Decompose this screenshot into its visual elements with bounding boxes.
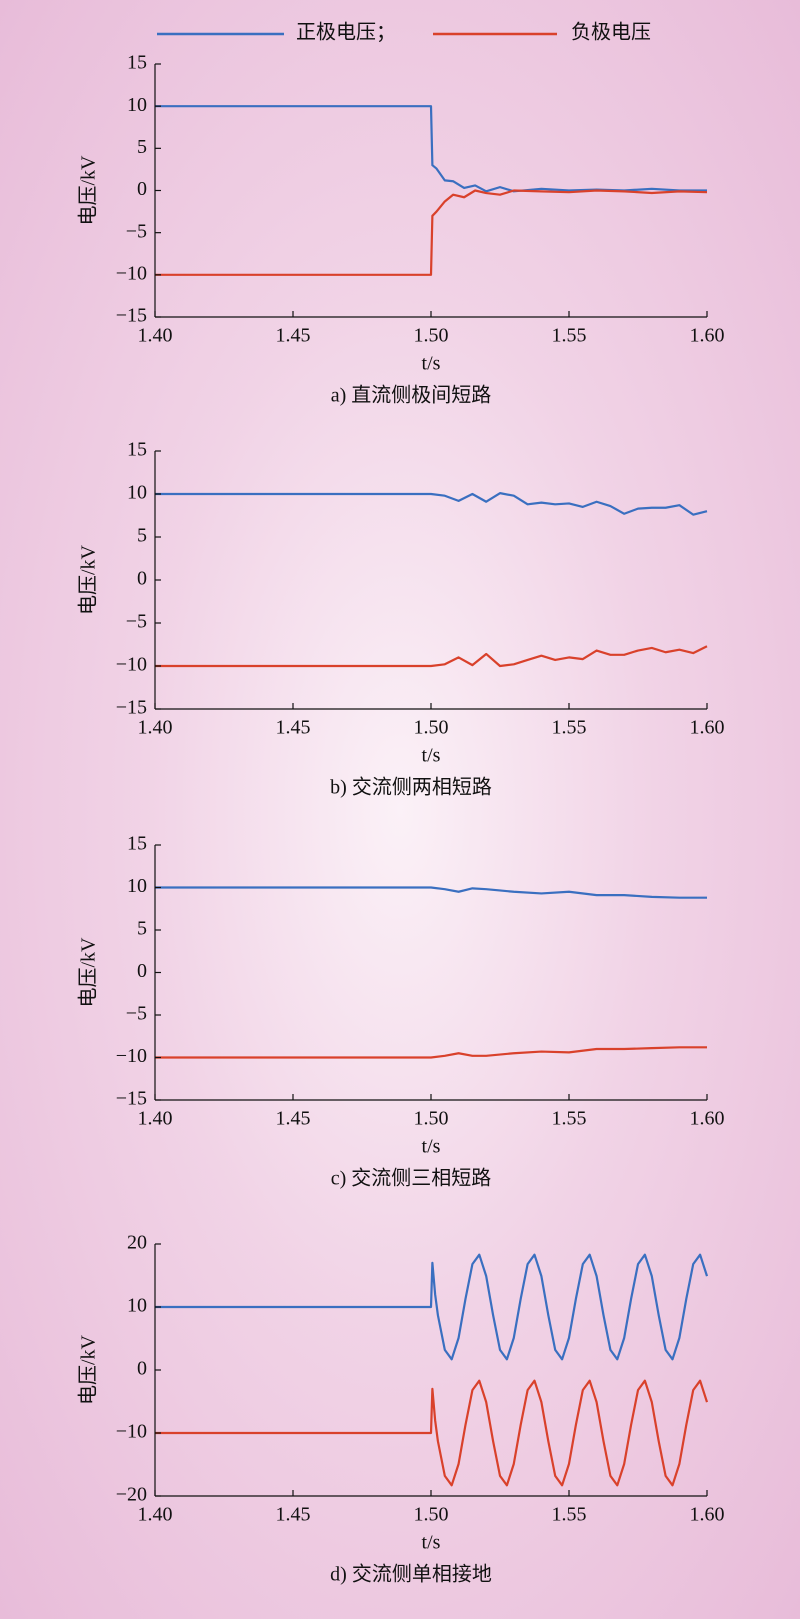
y-tick-label: 0 xyxy=(137,178,147,200)
y-tick-label: 15 xyxy=(127,439,147,461)
x-tick-label: 1.45 xyxy=(276,717,311,739)
x-tick-label: 1.60 xyxy=(690,1504,725,1526)
legend-label: 负极电压 xyxy=(571,21,651,44)
y-axis-label: 电压/kV xyxy=(77,155,100,226)
y-tick-label: −20 xyxy=(116,1484,147,1506)
y-tick-label: −5 xyxy=(126,220,147,242)
series-line xyxy=(155,645,708,668)
x-tick-label: 1.40 xyxy=(138,1108,173,1130)
y-tick-label: 20 xyxy=(127,1232,147,1254)
y-tick-label: 0 xyxy=(137,960,147,982)
y-tick-label: 10 xyxy=(127,482,147,504)
series-line xyxy=(155,1253,709,1361)
caption: b) 交流侧两相短路 xyxy=(330,776,492,799)
y-axis-label: 电压/kV xyxy=(77,1334,100,1405)
y-tick-label: −15 xyxy=(116,697,147,719)
y-tick-label: −10 xyxy=(116,1421,147,1443)
series-line xyxy=(155,1379,709,1487)
legend-label: 正极电压； xyxy=(296,21,396,44)
y-tick-label: 5 xyxy=(137,918,147,940)
x-tick-label: 1.55 xyxy=(552,1108,587,1130)
y-axis-label: 电压/kV xyxy=(77,937,100,1008)
x-tick-label: 1.40 xyxy=(138,1504,173,1526)
x-axis-label: t/s xyxy=(422,1532,441,1554)
y-axis-label: 电压/kV xyxy=(77,544,100,615)
x-tick-label: 1.40 xyxy=(138,717,173,739)
series-line xyxy=(155,1046,707,1059)
y-tick-label: 15 xyxy=(127,52,147,74)
y-tick-label: 10 xyxy=(127,94,147,116)
y-tick-label: −5 xyxy=(126,1003,147,1025)
x-tick-label: 1.50 xyxy=(414,1108,449,1130)
y-tick-label: 10 xyxy=(127,875,147,897)
x-tick-label: 1.60 xyxy=(690,325,725,347)
y-tick-label: −10 xyxy=(116,654,147,676)
series-line xyxy=(155,105,707,193)
caption: a) 直流侧极间短路 xyxy=(331,384,492,407)
y-tick-label: −5 xyxy=(126,611,147,633)
x-tick-label: 1.55 xyxy=(552,1504,587,1526)
y-tick-label: 5 xyxy=(137,525,147,547)
x-tick-label: 1.50 xyxy=(414,325,449,347)
x-tick-label: 1.40 xyxy=(138,325,173,347)
y-tick-label: 5 xyxy=(137,136,147,158)
x-tick-label: 1.60 xyxy=(690,1108,725,1130)
series-line xyxy=(155,886,707,899)
y-tick-label: −10 xyxy=(116,262,147,284)
x-axis-label: t/s xyxy=(422,745,441,767)
x-tick-label: 1.45 xyxy=(276,1108,311,1130)
y-tick-label: 0 xyxy=(137,1358,147,1380)
y-tick-label: 15 xyxy=(127,833,147,855)
caption: d) 交流侧单相接地 xyxy=(330,1563,492,1586)
x-tick-label: 1.50 xyxy=(414,717,449,739)
y-tick-label: 0 xyxy=(137,568,147,590)
y-tick-label: −10 xyxy=(116,1045,147,1067)
x-tick-label: 1.45 xyxy=(276,325,311,347)
y-tick-label: −15 xyxy=(116,1088,147,1110)
x-tick-label: 1.60 xyxy=(690,717,725,739)
series-line xyxy=(155,189,708,276)
x-tick-label: 1.45 xyxy=(276,1504,311,1526)
x-tick-label: 1.50 xyxy=(414,1504,449,1526)
x-axis-label: t/s xyxy=(422,353,441,375)
x-tick-label: 1.55 xyxy=(552,717,587,739)
x-tick-label: 1.55 xyxy=(552,325,587,347)
y-tick-label: −15 xyxy=(116,305,147,327)
series-line xyxy=(155,492,708,516)
y-tick-label: 10 xyxy=(127,1295,147,1317)
caption: c) 交流侧三相短路 xyxy=(331,1167,492,1190)
x-axis-label: t/s xyxy=(422,1136,441,1158)
